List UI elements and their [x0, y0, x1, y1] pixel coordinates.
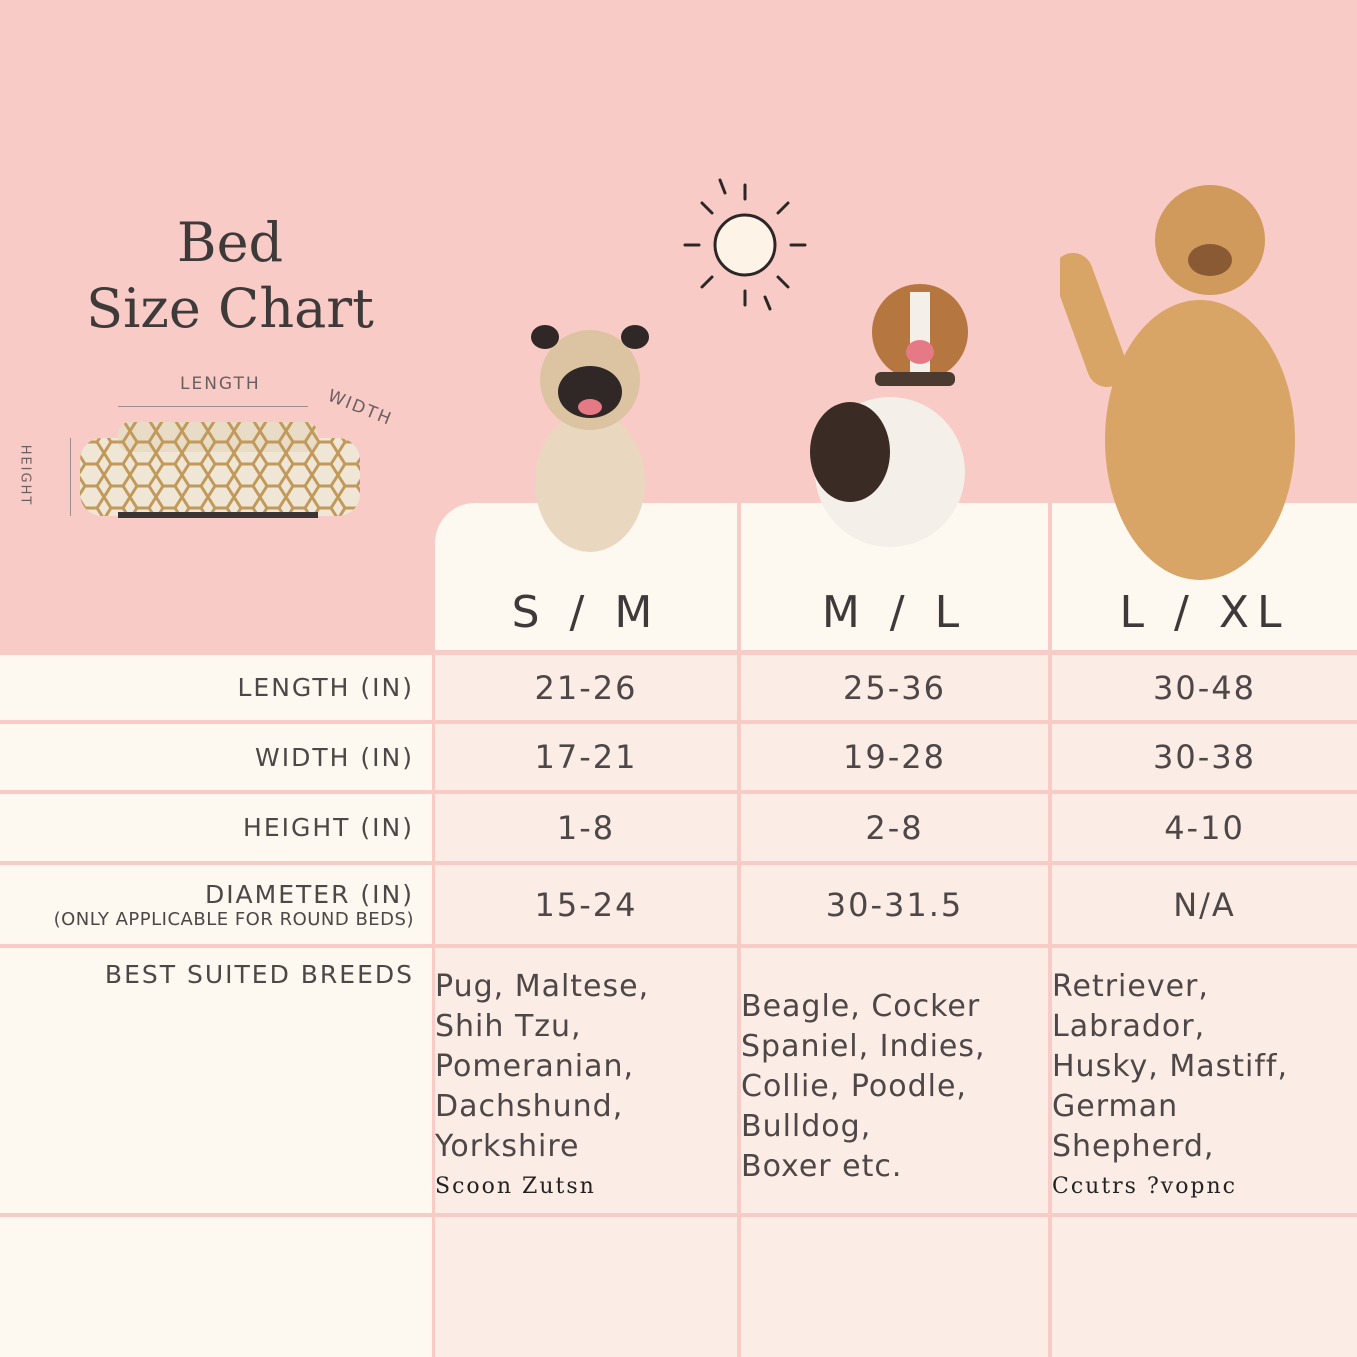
height-l-xl: 4-10	[1052, 794, 1357, 861]
title-line-2: Size Chart	[86, 277, 374, 340]
pug-image	[531, 325, 649, 552]
label-text: HEIGHT (IN)	[243, 813, 414, 842]
label-text: DIAMETER (IN)	[204, 879, 414, 909]
breed-line: Pomeranian,	[435, 1048, 635, 1084]
breed-line: Yorkshire	[435, 1128, 580, 1164]
size-label: M / L	[821, 587, 968, 638]
label-text: BEST SUITED BREEDS	[104, 960, 414, 989]
breed-line: Labrador,	[1052, 1008, 1206, 1044]
breed-line: Dachshund,	[435, 1088, 624, 1124]
beagle-image	[810, 284, 968, 547]
row-label-width: WIDTH (IN)	[0, 724, 432, 790]
breed-line: Retriever,	[1052, 968, 1209, 1004]
row-label-breeds: BEST SUITED BREEDS	[0, 948, 432, 1213]
empty-cell	[435, 1217, 737, 1357]
breeds-l-xl: Retriever, Labrador, Husky, Mastiff, Ger…	[1052, 948, 1357, 1213]
row-label-length: LENGTH (IN)	[0, 655, 432, 720]
breed-line: Collie, Poodle,	[741, 1068, 967, 1104]
dog-bed-image	[80, 422, 360, 518]
length-line	[118, 406, 308, 407]
title-line-1: Bed	[176, 211, 284, 274]
breed-line: German	[1052, 1088, 1179, 1124]
size-header-l-xl: L / XL	[1052, 503, 1357, 650]
width-l-xl: 30-38	[1052, 724, 1357, 790]
length-s-m: 21-26	[435, 655, 737, 720]
label-text: LENGTH (IN)	[237, 673, 414, 702]
row-label-height: HEIGHT (IN)	[0, 794, 432, 861]
breed-line: Husky, Mastiff,	[1052, 1048, 1288, 1084]
length-l-xl: 30-48	[1052, 655, 1357, 720]
size-label: L / XL	[1119, 587, 1290, 638]
breeds-m-l: Beagle, Cocker Spaniel, Indies, Collie, …	[741, 948, 1048, 1213]
row-label-diameter: DIAMETER (IN) (ONLY APPLICABLE FOR ROUND…	[0, 865, 432, 944]
breed-line: Boxer etc.	[741, 1148, 903, 1184]
breed-line-garbled: Ccutrs ?vopnc	[1052, 1173, 1238, 1199]
height-line	[70, 438, 71, 516]
label-text: WIDTH (IN)	[255, 742, 414, 772]
width-s-m: 17-21	[435, 724, 737, 790]
diameter-s-m: 15-24	[435, 865, 737, 944]
height-label: HEIGHT	[17, 444, 33, 507]
width-m-l: 19-28	[741, 724, 1048, 790]
label-subtext: (ONLY APPLICABLE FOR ROUND BEDS)	[53, 908, 414, 930]
empty-cell	[741, 1217, 1048, 1357]
breed-line-garbled: Scoon Zutsn	[435, 1173, 596, 1199]
breed-line: Pug, Maltese,	[435, 968, 650, 1004]
empty-label-cell	[0, 1217, 432, 1357]
size-label: S / M	[511, 587, 661, 638]
breed-line: Shih Tzu,	[435, 1008, 582, 1044]
height-m-l: 2-8	[741, 794, 1048, 861]
height-s-m: 1-8	[435, 794, 737, 861]
golden-retriever-image	[1060, 185, 1295, 580]
breed-line: Beagle, Cocker	[741, 988, 981, 1024]
diameter-l-xl: N/A	[1052, 865, 1357, 944]
length-m-l: 25-36	[741, 655, 1048, 720]
page-title: Bed Size Chart	[40, 210, 420, 342]
breeds-s-m: Pug, Maltese, Shih Tzu, Pomeranian, Dach…	[435, 948, 737, 1213]
sun-icon	[683, 178, 807, 311]
breed-line: Bulldog,	[741, 1108, 872, 1144]
diameter-m-l: 30-31.5	[741, 865, 1048, 944]
empty-cell	[1052, 1217, 1357, 1357]
breed-line: Spaniel, Indies,	[741, 1028, 986, 1064]
length-label: LENGTH	[180, 374, 261, 394]
breed-line: Shepherd,	[1052, 1128, 1215, 1164]
